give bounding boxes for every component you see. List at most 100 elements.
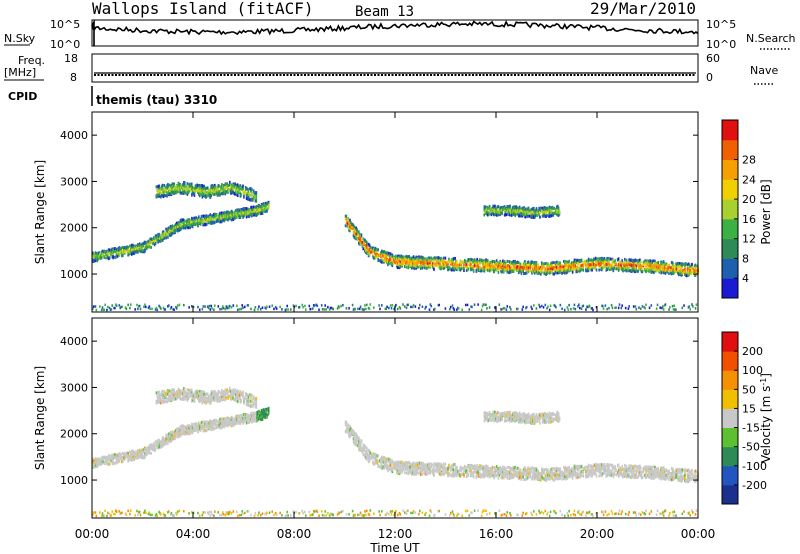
power-cell	[546, 213, 548, 217]
power-cell	[443, 266, 446, 270]
power-cell	[531, 211, 533, 215]
power-cell	[503, 261, 506, 265]
power-cell	[147, 306, 150, 310]
power-cell	[168, 191, 170, 195]
power-cell	[639, 268, 642, 272]
power-cell	[617, 266, 620, 270]
power-cell	[125, 245, 128, 249]
power-cell	[520, 268, 523, 272]
power-cell	[247, 210, 250, 214]
power-cell	[92, 251, 94, 255]
power-cell	[654, 267, 657, 271]
power-cell	[211, 191, 213, 195]
power-cell	[191, 222, 194, 226]
power-cell	[207, 306, 210, 310]
power-cell	[576, 258, 578, 262]
power-cell	[586, 267, 588, 271]
velocity-cell	[102, 460, 105, 464]
power-cell	[586, 269, 589, 273]
power-cell	[407, 303, 410, 307]
power-cell	[421, 260, 424, 264]
power-cell	[484, 263, 486, 267]
power-cell	[142, 248, 144, 252]
power-cell	[177, 188, 180, 192]
power-cell	[344, 214, 347, 218]
power-cell	[150, 241, 152, 245]
power-cell	[438, 262, 441, 266]
power-cell	[468, 263, 471, 267]
power-cell	[211, 219, 213, 223]
velocity-cell	[160, 400, 163, 404]
velocity-cell	[159, 511, 161, 515]
velocity-cell	[150, 447, 152, 451]
power-cell	[95, 256, 98, 260]
power-cell	[661, 306, 663, 310]
power-cell	[652, 270, 654, 274]
power-cell	[528, 262, 531, 266]
power-cell	[519, 262, 522, 266]
power-cell	[680, 270, 683, 274]
power-cell	[557, 261, 560, 265]
power-cell	[524, 272, 526, 276]
power-cell	[213, 187, 216, 191]
power-cell	[502, 207, 504, 211]
power-cell	[495, 208, 498, 212]
power-cell	[691, 270, 693, 274]
power-cell	[188, 220, 190, 224]
velocity-cell	[163, 393, 166, 397]
power-cell	[688, 272, 691, 276]
power-cell	[210, 216, 213, 220]
power-cell	[240, 187, 243, 191]
power-cell	[532, 267, 535, 271]
power-cell	[551, 264, 554, 268]
power-cell	[522, 263, 524, 267]
power-cell	[559, 261, 562, 265]
velocity-cell	[92, 511, 95, 514]
power-cell	[161, 190, 164, 194]
power-cell	[143, 305, 145, 309]
power-cell	[354, 233, 357, 237]
power-cell	[214, 215, 217, 219]
power-cell	[224, 182, 227, 186]
power-cell	[205, 218, 207, 222]
power-cell	[122, 254, 124, 258]
power-cell	[517, 209, 519, 213]
power-cell	[99, 256, 102, 260]
power-cell	[691, 303, 693, 306]
power-cell	[681, 273, 684, 277]
colorbar-swatch	[722, 238, 738, 259]
power-cell	[246, 187, 249, 191]
power-cell	[137, 246, 140, 250]
power-cell	[114, 303, 117, 306]
power-cell	[638, 306, 640, 309]
power-cell	[580, 264, 583, 268]
power-cell	[172, 308, 175, 311]
power-cell	[615, 306, 617, 309]
power-cell	[235, 209, 237, 213]
power-cell	[218, 184, 220, 188]
power-cell	[263, 208, 266, 212]
power-cell	[527, 267, 530, 271]
power-cell	[603, 259, 606, 263]
power-cell	[352, 234, 355, 238]
power-cell	[655, 261, 658, 265]
power-cell	[140, 245, 143, 249]
power-cell	[218, 216, 220, 220]
power-cell	[660, 271, 662, 275]
power-cell	[671, 264, 674, 268]
velocity-cell	[137, 453, 139, 457]
power-cell	[155, 195, 158, 199]
power-cell	[244, 208, 246, 212]
power-cell	[513, 265, 516, 269]
power-cell	[289, 308, 292, 311]
power-cell	[509, 264, 511, 268]
power-cell	[228, 306, 230, 310]
power-cell	[176, 304, 179, 307]
velocity-cell	[145, 450, 147, 454]
velocity-cell	[133, 452, 136, 456]
velocity-cell	[161, 436, 164, 440]
power-cell	[135, 244, 137, 248]
power-cell	[159, 192, 161, 196]
power-cell	[219, 193, 221, 197]
power-cell	[371, 246, 373, 250]
